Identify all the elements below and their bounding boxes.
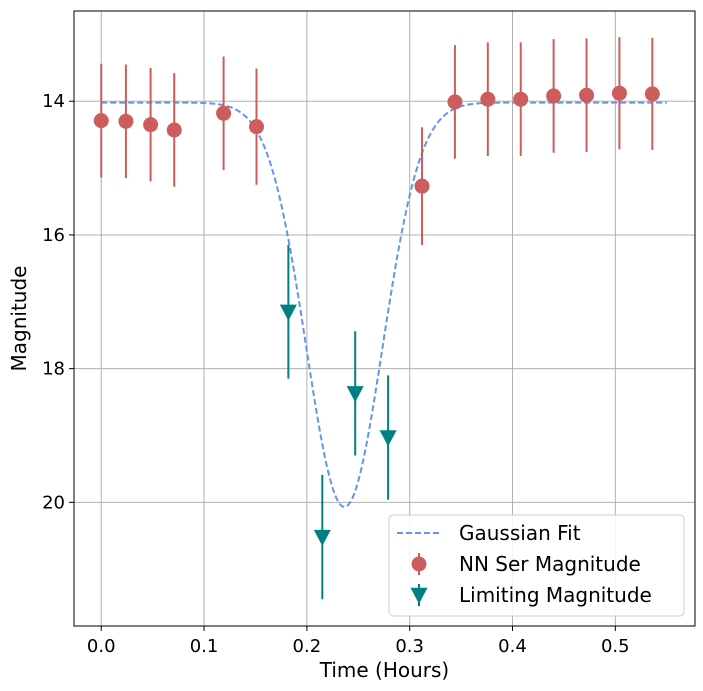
legend-triangle-marker xyxy=(410,587,428,604)
limiting-magnitude-point xyxy=(313,474,331,600)
circle-marker xyxy=(143,117,159,133)
nn-ser-point xyxy=(546,39,562,153)
circle-marker xyxy=(248,119,264,135)
y-tick-label: 20 xyxy=(42,492,65,513)
nn-ser-point xyxy=(513,42,529,157)
nn-ser-point xyxy=(480,42,496,157)
nn-ser-point xyxy=(579,38,595,153)
x-tick-label: 0.0 xyxy=(87,636,116,657)
x-tick-label: 0.1 xyxy=(190,636,219,657)
triangle-marker xyxy=(313,529,331,547)
legend-box xyxy=(388,514,685,617)
plot-frame xyxy=(73,10,696,627)
x-tick-label: 0.2 xyxy=(293,636,322,657)
triangle-marker xyxy=(279,304,297,321)
nn-ser-point xyxy=(248,68,264,185)
grid xyxy=(74,11,695,626)
circle-marker xyxy=(546,88,562,104)
legend-nn-ser-swatch xyxy=(411,553,427,575)
x-tick-label: 0.5 xyxy=(601,636,630,657)
limiting-magnitude-point xyxy=(279,244,297,379)
nn-ser-point xyxy=(118,64,134,179)
gaussian-fit-series xyxy=(101,101,667,509)
axis-ticks: 0.0 0.1 0.2 0.3 0.4 0.5 14 16 18 20 xyxy=(42,91,630,657)
legend-limiting-label: Limiting Magnitude xyxy=(459,583,652,607)
legend-circle-marker xyxy=(411,556,427,572)
nn-ser-point xyxy=(414,127,430,245)
circle-marker xyxy=(644,86,660,102)
nn-ser-point xyxy=(644,37,660,151)
limiting-magnitude-point xyxy=(346,331,364,456)
y-tick-label: 18 xyxy=(42,359,65,380)
circle-marker xyxy=(166,122,182,138)
x-tick-label: 0.3 xyxy=(395,636,424,657)
legend-nn-ser-label: NN Ser Magnitude xyxy=(459,552,641,576)
circle-marker xyxy=(447,94,463,110)
circle-marker xyxy=(611,85,627,101)
triangle-marker xyxy=(379,430,397,447)
y-axis-label: Magnitude xyxy=(7,266,31,372)
circle-marker xyxy=(579,87,595,103)
nn-ser-point xyxy=(93,63,109,178)
y-tick-label: 14 xyxy=(42,91,65,112)
y-tick-label: 16 xyxy=(42,225,65,246)
legend: Gaussian Fit NN Ser Magnitude Limiting M… xyxy=(388,514,685,617)
legend-gaussian-fit-label: Gaussian Fit xyxy=(459,521,581,545)
circle-marker xyxy=(513,91,529,107)
x-axis-label: Time (Hours) xyxy=(319,658,450,682)
circle-marker xyxy=(216,105,232,121)
x-tick-label: 0.4 xyxy=(498,636,527,657)
limiting-magnitude-point xyxy=(379,375,397,500)
nn-ser-point xyxy=(216,56,232,171)
legend-limiting-swatch xyxy=(410,584,428,606)
nn-ser-point xyxy=(611,37,627,150)
circle-marker xyxy=(118,113,134,129)
nn-ser-point xyxy=(166,73,182,187)
data-points xyxy=(93,37,660,600)
circle-marker xyxy=(480,91,496,107)
nn-ser-point xyxy=(143,67,159,182)
nn-ser-point xyxy=(447,45,463,159)
gaussian-fit-line xyxy=(101,101,667,509)
circle-marker xyxy=(414,178,430,194)
circle-marker xyxy=(93,113,109,129)
triangle-marker xyxy=(346,386,364,403)
